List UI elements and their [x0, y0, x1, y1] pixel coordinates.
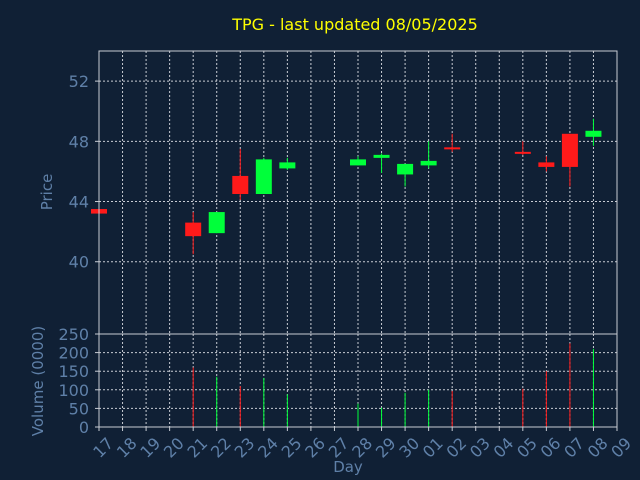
candle-body: [585, 130, 602, 137]
volume-tick-label: 150: [58, 362, 89, 381]
volume-axis-label: Volume (0000): [29, 326, 47, 436]
candle-body: [397, 163, 414, 175]
candle-body: [444, 147, 461, 150]
candle-body: [373, 154, 390, 158]
candle-body: [185, 222, 202, 237]
candle-body: [538, 162, 555, 167]
candle-body: [208, 212, 225, 234]
x-tick-label: 09: [607, 434, 635, 462]
price-tick-label: 40: [69, 253, 89, 272]
candle-body: [255, 159, 272, 195]
x-axis-label: Day: [333, 458, 363, 476]
price-gridlines: [99, 51, 617, 334]
price-y-ticks: 40 44 48 52: [69, 72, 99, 272]
volume-bars: [192, 343, 594, 427]
price-tick-label: 52: [69, 72, 89, 91]
volume-tick-label: 250: [58, 325, 89, 344]
candle-body: [279, 162, 296, 169]
price-tick-label: 48: [69, 132, 89, 151]
volume-tick-label: 0: [79, 418, 89, 437]
volume-tick-label: 100: [58, 381, 89, 400]
candle-body: [420, 160, 437, 166]
price-candles: [91, 118, 602, 255]
candle-body: [232, 175, 249, 195]
volume-tick-label: 50: [69, 399, 89, 418]
candle-body: [514, 151, 531, 154]
candle-body: [561, 133, 578, 167]
price-tick-label: 44: [69, 193, 89, 212]
chart-title: TPG - last updated 08/05/2025: [231, 15, 478, 34]
price-axis-label: Price: [38, 174, 56, 211]
candle-body: [350, 159, 366, 166]
x-ticks: 1718192021222324252627282930010203040506…: [89, 427, 635, 462]
volume-tick-label: 200: [58, 344, 89, 363]
